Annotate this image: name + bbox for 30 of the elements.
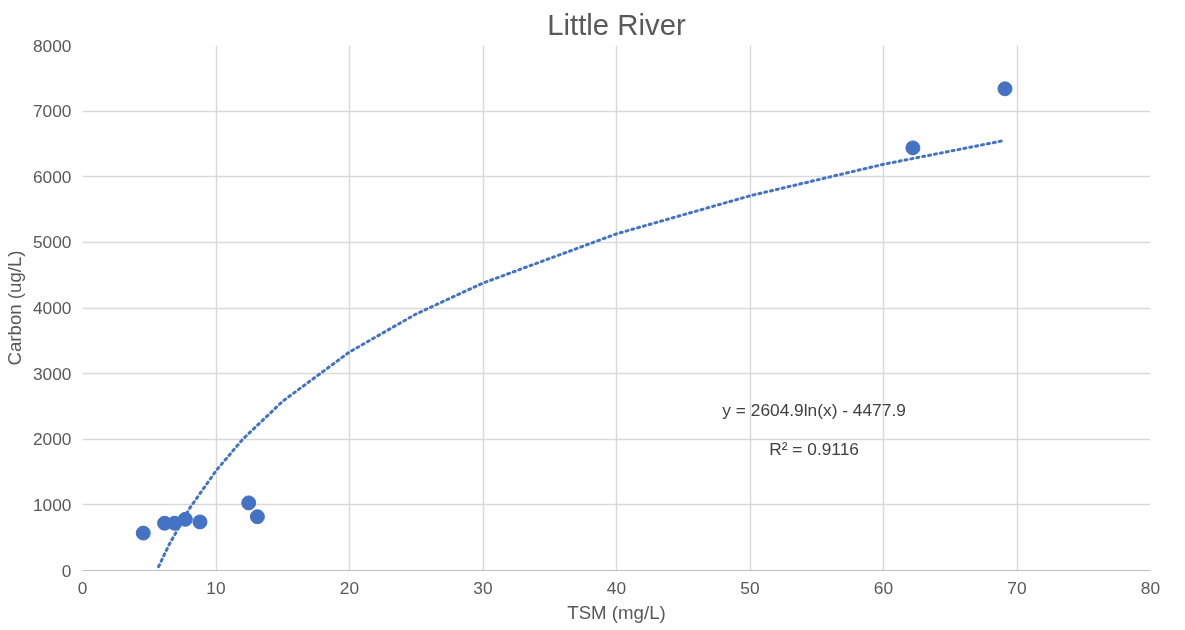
y-tick-label: 5000 — [32, 232, 72, 253]
x-tick-label: 50 — [740, 577, 760, 598]
point — [192, 514, 208, 530]
x-tick-label: 20 — [339, 577, 360, 598]
x-tick-label: 40 — [606, 577, 627, 598]
x-axis-title: TSM (mg/L) — [567, 601, 666, 623]
y-tick-label: 0 — [61, 560, 72, 581]
x-tick-label: 70 — [1007, 577, 1027, 598]
point — [135, 525, 151, 541]
y-tick-label: 7000 — [32, 101, 72, 122]
y-tick-label: 8000 — [32, 35, 72, 56]
chart-title: Little River — [547, 7, 686, 41]
x-tick-label: 80 — [1140, 577, 1161, 598]
y-tick-label: 3000 — [32, 363, 72, 384]
y-tick-label: 2000 — [32, 429, 72, 450]
point — [905, 140, 921, 156]
point — [997, 81, 1013, 97]
y-tick-label: 1000 — [32, 494, 72, 515]
annotation: R² = 0.9116 — [769, 439, 859, 460]
x-tick-label: 60 — [873, 577, 894, 598]
y-axis-title: Carbon (ug/L) — [3, 250, 25, 366]
point — [249, 509, 265, 525]
y-tick-label: 4000 — [32, 298, 72, 318]
x-tick-label: 0 — [77, 577, 88, 598]
line-series — [157, 139, 1006, 569]
y-tick-label: 6000 — [32, 166, 72, 187]
x-tick-label: 10 — [206, 577, 226, 598]
point — [241, 495, 257, 511]
annotation: y = 2604.9ln(x) - 4477.9 — [722, 400, 906, 421]
x-tick-label: 30 — [473, 577, 493, 598]
